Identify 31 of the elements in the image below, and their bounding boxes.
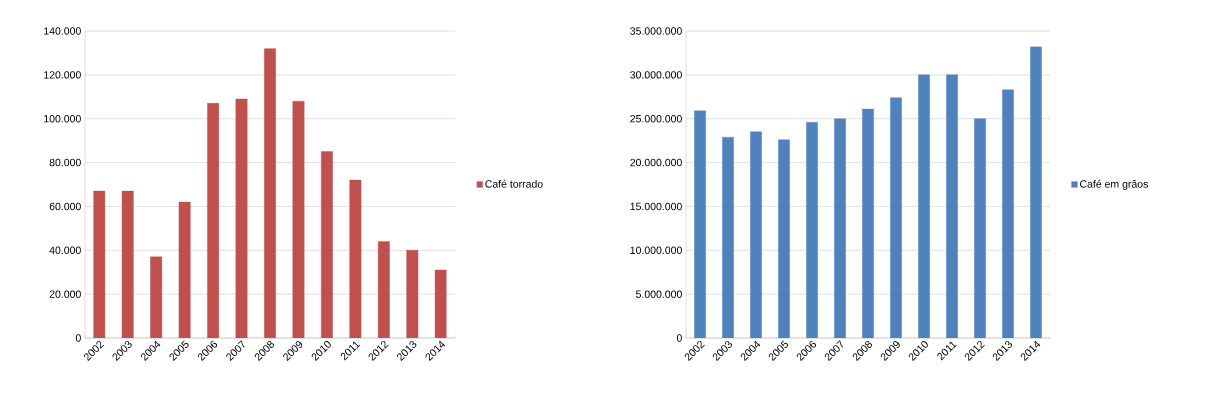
bar	[722, 136, 734, 338]
legend-label: Café torrado	[485, 179, 543, 188]
y-tick-label: 20.000.000	[630, 158, 682, 167]
y-tick-label: 40.000	[49, 246, 81, 255]
legend-label: Café em grãos	[1080, 179, 1148, 190]
bar	[918, 74, 930, 338]
bar	[834, 118, 846, 338]
y-tick-label: 60.000	[49, 202, 81, 211]
y-tick-label: 0	[676, 334, 682, 342]
y-tick-label: 140.000	[44, 27, 81, 35]
bar	[862, 108, 874, 338]
bar	[890, 97, 902, 338]
bar	[1002, 89, 1014, 338]
y-tick-label: 80.000	[49, 158, 81, 167]
y-tick-label: 25.000.000	[630, 115, 682, 123]
bar	[974, 118, 986, 338]
y-tick-label: 20.000	[49, 290, 81, 298]
y-tick-label: 100.000	[44, 115, 81, 123]
bar	[778, 139, 790, 338]
y-tick-label: 15.000.000	[630, 202, 682, 211]
bar	[946, 74, 958, 338]
y-tick-label: 30.000.000	[630, 71, 682, 79]
bar	[694, 110, 706, 338]
y-tick-label: 0	[75, 334, 81, 342]
y-tick-label: 5.000.000	[636, 290, 682, 298]
bar	[1030, 46, 1042, 338]
y-tick-label: 120.000	[44, 71, 81, 79]
y-tick-label: 35.000.000	[630, 27, 682, 35]
bar	[750, 131, 762, 338]
bar	[806, 122, 818, 338]
y-tick-label: 10.000.000	[630, 246, 682, 255]
